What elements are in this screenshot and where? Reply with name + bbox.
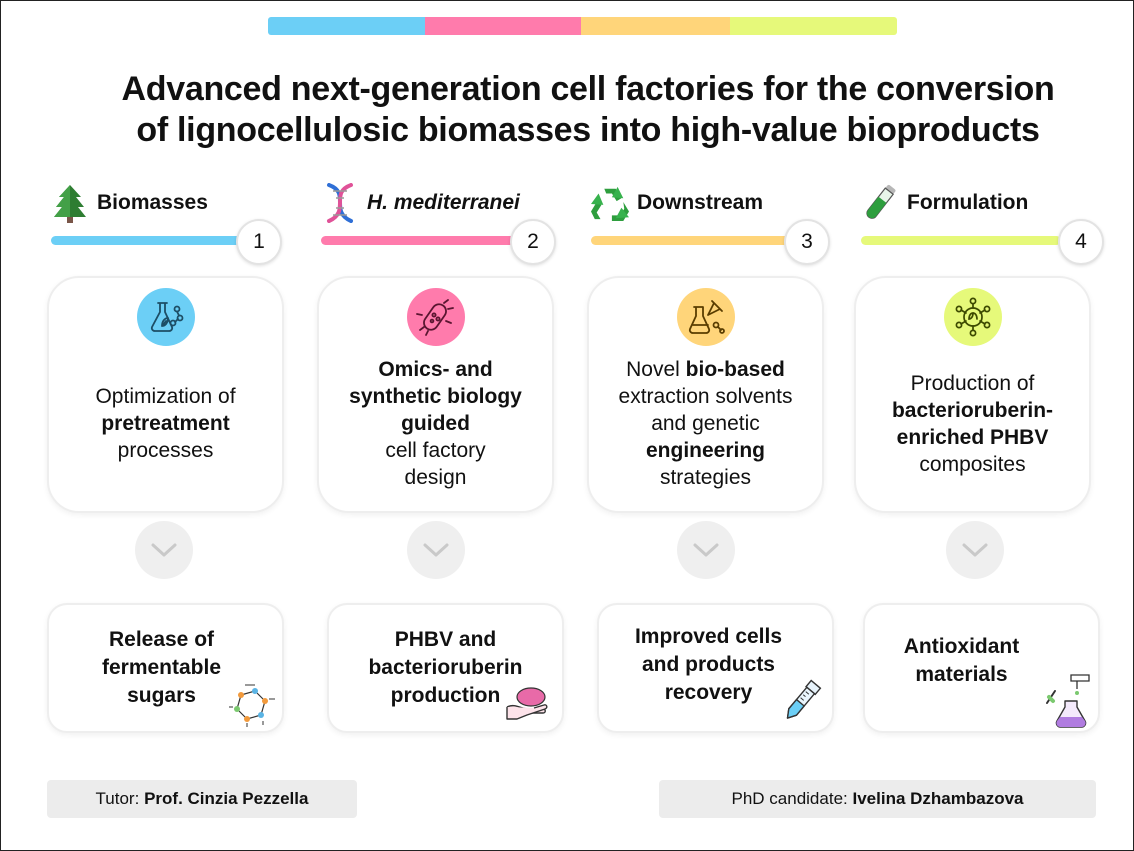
flask-dropper-icon (1041, 671, 1097, 734)
desc-part-bold: bacterioruberin-enriched PHBV (891, 398, 1054, 449)
step-number: 2 (510, 219, 556, 265)
progress-bar-blue (51, 236, 251, 245)
desc-part-bold: bio-based (685, 358, 785, 381)
pine-tree-icon (51, 183, 89, 223)
output-card: Release of fermentable sugars (47, 603, 284, 733)
candidate-label: PhD candidate: (731, 789, 848, 808)
test-tube-green-icon (861, 183, 899, 223)
step-description: Optimization of pretreatment processes (55, 362, 276, 505)
title-line-1: Advanced next-generation cell factories … (121, 70, 1055, 108)
output-card: PHBV and bacterioruberin production (327, 603, 564, 733)
page-title: Advanced next-generation cell factories … (41, 69, 1134, 151)
column-downstream: Downstream 3 Novel bio-based extraction … (587, 173, 842, 733)
column-biomasses: Biomasses 1 Optimization of pretreatment… (47, 173, 302, 733)
step-description: Production of bacterioruberin-enriched P… (862, 362, 1083, 505)
title-line-2: of lignocellulosic biomasses into high-v… (136, 111, 1040, 149)
candidate-badge: PhD candidate: Ivelina Dzhambazova (659, 780, 1096, 818)
chevron-down-icon (946, 521, 1004, 579)
hand-holding-icon (505, 685, 553, 726)
tutor-badge: Tutor: Prof. Cinzia Pezzella (47, 780, 357, 818)
color-strip (268, 17, 897, 35)
desc-part: cell factory design (385, 439, 486, 489)
progress-bar-pink (321, 236, 521, 245)
tutor-name: Prof. Cinzia Pezzella (144, 789, 309, 808)
step-description: Omics- and synthetic biology guided cell… (325, 358, 546, 505)
glucose-molecule-icon (223, 681, 279, 734)
column-heading: Downstream (591, 183, 763, 223)
heading-label: Downstream (637, 191, 764, 214)
desc-part-bold: engineering (645, 439, 766, 462)
dna-helix-icon (321, 183, 359, 223)
column-h-mediterranei: H. mediterranei 2 Omics- and synthetic b… (317, 173, 572, 733)
chevron-down-icon (407, 521, 465, 579)
lab-flask-leaf-icon (137, 288, 195, 346)
output-text: Release of fermentable sugars (101, 628, 222, 707)
column-heading: Formulation (861, 183, 1028, 223)
chemistry-icon (677, 288, 735, 346)
test-tube-icon (775, 677, 827, 732)
desc-part: strategies (659, 466, 752, 489)
column-heading: Biomasses (51, 183, 208, 223)
desc-part-bold: Omics- and synthetic biology guided (349, 358, 522, 435)
molecular-network-icon (944, 288, 1002, 346)
tutor-label: Tutor: (95, 789, 140, 808)
step-number: 3 (784, 219, 830, 265)
heading-label: Biomasses (97, 191, 208, 214)
step-number: 4 (1058, 219, 1104, 265)
column-formulation: Formulation 4 Production of bacteriorube… (854, 173, 1112, 733)
step-card: Novel bio-based extraction solvents and … (587, 276, 824, 513)
color-strip-yellow (581, 17, 730, 35)
color-strip-lime (730, 17, 897, 35)
desc-part-bold: pretreatment (101, 412, 230, 435)
candidate-name: Ivelina Dzhambazova (852, 789, 1024, 808)
desc-part: Optimization of (95, 385, 236, 408)
output-card: Antioxidant materials (863, 603, 1100, 733)
progress-bar-lime (861, 236, 1061, 245)
desc-part: composites (919, 452, 1026, 476)
desc-part: extraction solvents and genetic (618, 385, 793, 435)
desc-part: Novel (626, 358, 686, 381)
chevron-down-icon (135, 521, 193, 579)
recycle-icon (591, 183, 629, 223)
heading-label: H. mediterranei (367, 191, 520, 214)
color-strip-pink (425, 17, 581, 35)
desc-part: Production of (910, 371, 1035, 395)
output-text: PHBV and bacterioruberin production (368, 628, 523, 707)
progress-bar-yellow (591, 236, 791, 245)
chevron-down-icon (677, 521, 735, 579)
step-card: Production of bacterioruberin-enriched P… (854, 276, 1091, 513)
step-card: Optimization of pretreatment processes (47, 276, 284, 513)
heading-label: Formulation (907, 191, 1029, 214)
output-card: Improved cells and products recovery (597, 603, 834, 733)
output-text: Antioxidant materials (903, 635, 1020, 686)
color-strip-blue (268, 17, 425, 35)
step-card: Omics- and synthetic biology guided cell… (317, 276, 554, 513)
column-heading: H. mediterranei (321, 183, 520, 223)
step-number: 1 (236, 219, 282, 265)
bacterium-icon (407, 288, 465, 346)
desc-part: processes (117, 439, 214, 462)
step-description: Novel bio-based extraction solvents and … (595, 358, 816, 505)
output-text: Improved cells and products recovery (634, 625, 783, 704)
